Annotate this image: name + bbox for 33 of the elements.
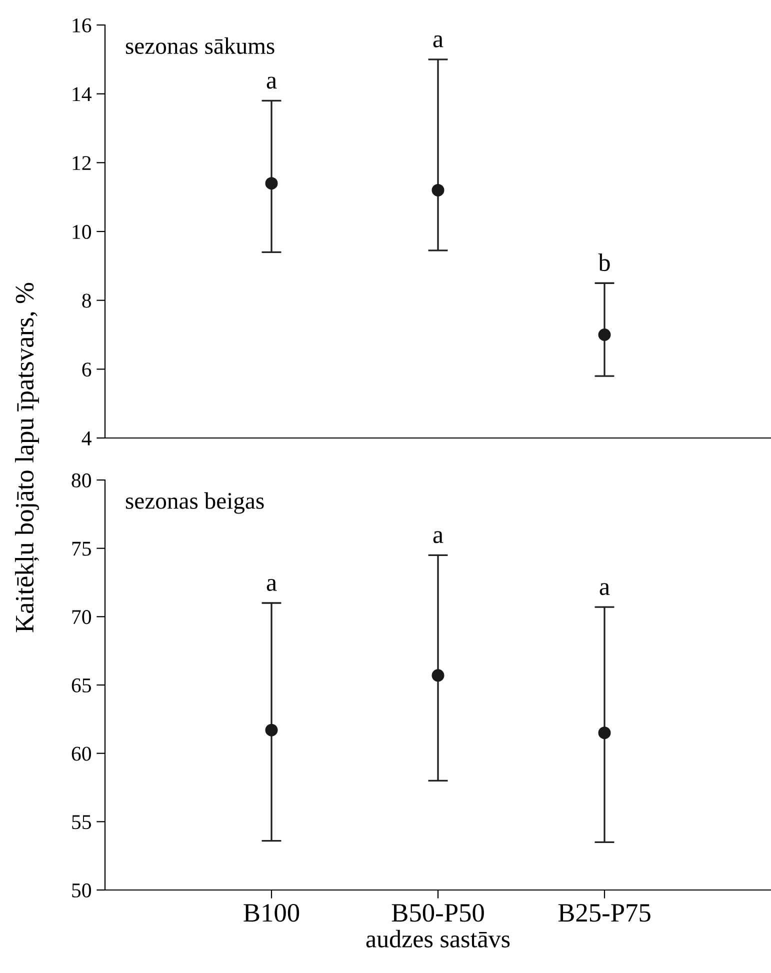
x-axis-title: audzes sastāvs xyxy=(366,930,510,948)
y-tick-label: 10 xyxy=(72,224,92,239)
chart-title: sezonas beigas xyxy=(126,492,264,514)
y-tick-label: 50 xyxy=(72,883,92,898)
y-axis-title: Kaitēkļu bojāto lapu īpatsvars, % xyxy=(15,282,39,632)
x-tick-label: B100 xyxy=(244,904,300,922)
annotation: a xyxy=(266,579,277,591)
chart-title: sezonas sākums xyxy=(126,37,274,54)
y-tick-label: 75 xyxy=(72,542,91,556)
point xyxy=(598,726,611,740)
annotation: b xyxy=(598,254,610,272)
y-tick-label: 4 xyxy=(82,432,92,446)
annotation: a xyxy=(433,531,444,544)
point xyxy=(265,177,278,190)
annotation: a xyxy=(433,35,444,48)
y-tick-label: 60 xyxy=(72,746,92,761)
y-tick-label: 55 xyxy=(72,815,91,830)
x-tick-label: B25-P75 xyxy=(558,904,650,922)
y-tick-label: 6 xyxy=(82,362,92,377)
point xyxy=(598,328,611,341)
y-tick-label: 65 xyxy=(72,678,91,692)
y-tick-label: 70 xyxy=(72,610,92,624)
y-tick-label: 14 xyxy=(72,87,92,102)
y-tick-label: 80 xyxy=(72,473,92,488)
annotation: a xyxy=(600,583,610,596)
y-tick-label: 16 xyxy=(72,18,92,32)
y-tick-label: 12 xyxy=(72,156,91,170)
point xyxy=(265,724,278,736)
annotation: a xyxy=(266,76,277,89)
y-tick-label: 8 xyxy=(82,294,92,308)
point xyxy=(432,669,444,682)
x-tick-label: B50-P50 xyxy=(392,904,484,922)
point xyxy=(432,184,444,196)
